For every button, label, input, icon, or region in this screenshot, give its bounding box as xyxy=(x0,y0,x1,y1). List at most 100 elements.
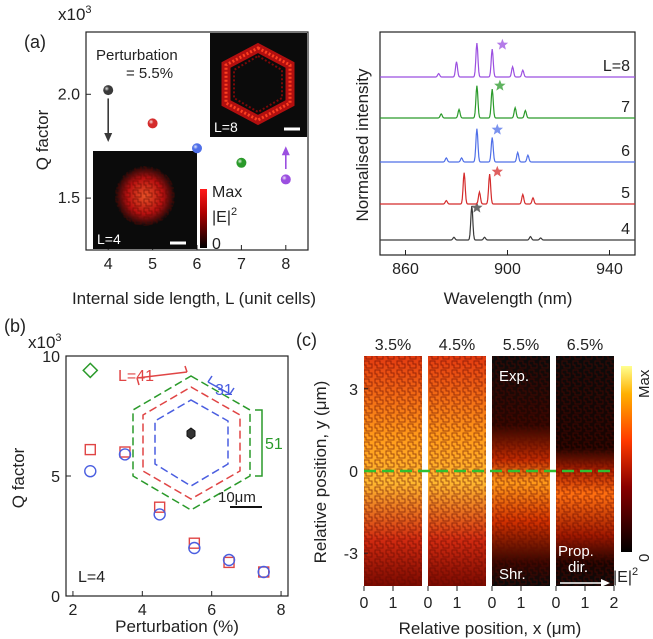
spectrum-line xyxy=(380,128,635,163)
a-right-plot-frame xyxy=(379,31,636,256)
b-xtick-label: 2 xyxy=(68,602,77,619)
c-tag-prop: Prop. xyxy=(558,543,594,560)
b-multiplier: x103 xyxy=(28,332,62,352)
spectrum-label: 5 xyxy=(621,185,630,202)
a-left-xtick-label: 6 xyxy=(193,256,202,273)
b-square-point xyxy=(153,501,166,513)
b-circle-point xyxy=(118,448,132,461)
spectrum-line xyxy=(380,172,635,205)
a-right-ticks: 860 900 940 xyxy=(392,250,623,278)
a-right-xtick-label: 860 xyxy=(392,261,419,278)
b-ylabel: Q factor xyxy=(9,447,28,508)
a-left-ytick-label: 1.5 xyxy=(58,190,80,207)
b-plot-frame xyxy=(65,355,289,597)
a-left-multiplier: x103 xyxy=(58,4,92,24)
chart-c: 3.5% 4.5% 5.5% 6.5% 3 0 -3 0 1 0 1 0 1 0 1 2 Exp. Shr.… xyxy=(311,337,653,638)
c-column-title: 3.5% xyxy=(375,337,411,354)
b-ytick-label: 10 xyxy=(42,349,60,366)
b-label-31: 31 xyxy=(215,382,233,399)
a-left-ytick-label: 2.0 xyxy=(58,86,80,103)
c-colorbar-min: 0 xyxy=(636,554,653,562)
c-column-title: 5.5% xyxy=(503,337,539,354)
a-left-point-highlight xyxy=(280,174,291,185)
a-right-xtick-label: 900 xyxy=(494,261,521,278)
a-left-colorbar xyxy=(200,189,207,248)
c-ytick-label: -3 xyxy=(344,546,358,563)
a-left-annotation-value: = 5.5% xyxy=(126,65,173,82)
hexagon-l31 xyxy=(154,399,229,487)
b-xtick-label: 4 xyxy=(138,602,147,619)
a-left-colorbar-min: 0 xyxy=(212,236,221,253)
c-xtick-label: 1 xyxy=(453,595,462,612)
b-xtick-label: 8 xyxy=(277,602,286,619)
spectrum-star-marker xyxy=(491,123,503,135)
b-square-point xyxy=(188,537,201,549)
panel-label-b: (b) xyxy=(4,316,26,336)
c-xtick-label: 0 xyxy=(552,595,561,612)
b-xtick-label: 6 xyxy=(207,602,216,619)
c-prop-arrow xyxy=(560,579,610,587)
spectrum-star-marker xyxy=(494,79,506,91)
b-ytick-label: 0 xyxy=(51,589,60,606)
a-right-marks: 4 5 6 7 L=8 xyxy=(380,38,635,241)
dim-bracket-l31 xyxy=(207,375,235,395)
a-left-annotation: Perturbation xyxy=(96,47,178,64)
a-left-arrowhead xyxy=(104,133,113,143)
c-column-title: 4.5% xyxy=(439,337,475,354)
inset-l4-label: L=4 xyxy=(97,231,121,247)
b-label-l41: L=41 xyxy=(118,368,154,385)
b-circle-point xyxy=(84,465,97,478)
a-left-xtick-label: 8 xyxy=(281,256,290,273)
a-left-point-highlight xyxy=(192,143,202,154)
panel-label-a: (a) xyxy=(24,32,46,52)
a-left-xlabel: Internal side length, L (unit cells) xyxy=(72,289,316,308)
c-xtick-label: 1 xyxy=(517,595,526,612)
chart-a-right: 4 5 6 7 L=8 860 900 940 Wavelength (nm) Normal… xyxy=(353,31,636,308)
a-left-ylabel: Q factor xyxy=(33,109,52,170)
a-left-point-highlight xyxy=(236,157,247,168)
spectrum-line xyxy=(380,42,635,78)
hexagon-center xyxy=(186,427,196,440)
c-ticks: 3 0 -3 0 1 0 1 0 1 0 1 2 xyxy=(344,382,619,612)
spectrum-label: 6 xyxy=(621,143,630,160)
c-tag-dir: dir. xyxy=(568,559,588,576)
b-circle-point xyxy=(153,508,166,521)
spectrum-label: 7 xyxy=(621,99,630,116)
b-marks xyxy=(82,362,270,579)
a-left-colorbar-quantity: |E|2 xyxy=(212,206,237,226)
spectrum-star-marker xyxy=(496,38,509,50)
c-xtick-label: 1 xyxy=(581,595,590,612)
spectrum-line xyxy=(380,205,635,241)
a-left-ticks: 4 5 6 7 8 1.5 2.0 xyxy=(58,86,291,273)
spectrum-star-marker xyxy=(471,201,483,213)
a-left-point-highlight xyxy=(147,118,158,129)
c-xtick-label: 0 xyxy=(360,595,369,612)
c-colorbar-quantity: |E|2 xyxy=(613,566,638,586)
dim-bracket-l41 xyxy=(136,365,188,386)
b-corner-label: L=4 xyxy=(78,569,105,586)
inset-l4-field-map xyxy=(93,151,197,249)
c-ytick-label: 0 xyxy=(349,464,358,481)
c-colorbar xyxy=(621,366,632,552)
spectrum-line xyxy=(380,85,635,119)
a-left-arrowhead xyxy=(281,146,290,156)
a-left-point-highlight xyxy=(103,85,114,96)
b-label-51: 51 xyxy=(265,436,283,453)
a-left-colorbar-max: Max xyxy=(212,184,242,201)
chart-a-left: x103 4 5 6 7 8 1.5 2.0 Internal side length, L… xyxy=(33,4,316,308)
hexagon-l41 xyxy=(142,386,241,500)
b-circle-point xyxy=(188,541,201,555)
c-column-title: 6.5% xyxy=(567,337,603,354)
spectrum-star-marker xyxy=(491,165,503,177)
c-ytick-label: 3 xyxy=(349,382,358,399)
c-xtick-label: 0 xyxy=(488,595,497,612)
spectrum-label: 4 xyxy=(621,221,630,238)
inset-l8-field-map xyxy=(210,33,307,137)
b-diamond-point xyxy=(82,362,99,379)
b-circle-point xyxy=(222,553,236,567)
c-xtick-label: 2 xyxy=(610,595,619,612)
dim-bracket-l51 xyxy=(255,409,263,477)
a-left-xtick-label: 4 xyxy=(104,256,113,273)
b-circle-point xyxy=(257,565,270,579)
